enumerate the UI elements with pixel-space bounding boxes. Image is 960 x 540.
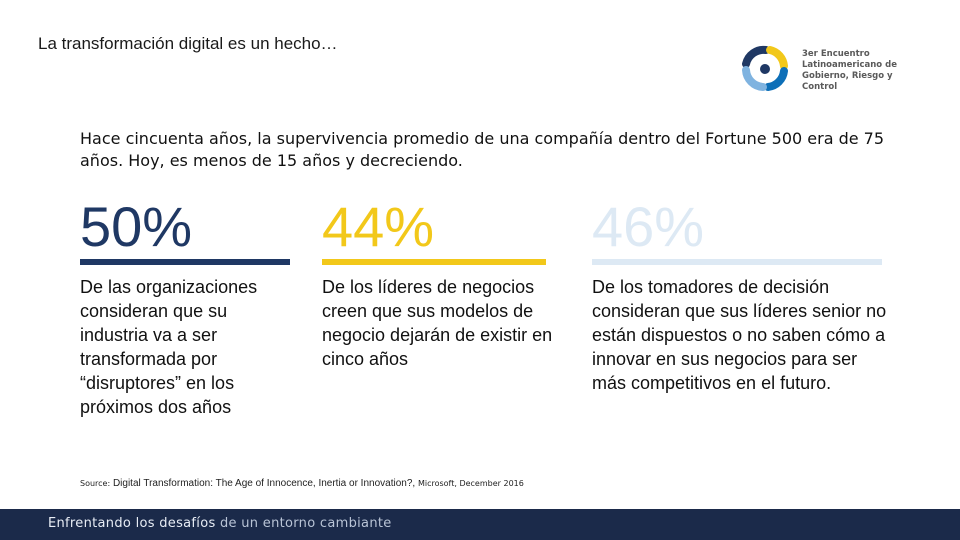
intro-paragraph: Hace cincuenta años, la supervivencia pr… (80, 129, 885, 170)
footer-bar: Enfrentando los desafíos de un entorno c… (0, 509, 960, 540)
stat-value: 46% (592, 195, 705, 258)
stat-underline (322, 259, 546, 265)
logo-line-2: Latinoamericano de (802, 60, 897, 70)
source-tail: Microsoft, December 2016 (417, 479, 524, 488)
stat-value: 44% (322, 195, 435, 258)
stat-description: De las organizaciones consideran que su … (80, 277, 258, 417)
stat-underline (80, 259, 290, 265)
stat-block-2: 44% De los líderes de negocios creen que… (322, 196, 562, 371)
footer-text-bold: Enfrentando los desafíos (48, 516, 216, 531)
event-logo: 3er Encuentro Latinoamericano de Gobiern… (736, 44, 926, 94)
slide-title: La transformación digital es un hecho… (38, 34, 338, 53)
stat-underline (592, 259, 882, 265)
source-text: Digital Transformation: The Age of Innoc… (112, 478, 416, 489)
source-label: Source: (80, 479, 111, 488)
stat-block-1: 50% De las organizaciones consideran que… (80, 196, 290, 419)
stat-description: De los tomadores de decisión consideran … (592, 277, 887, 393)
source-citation: Source: Digital Transformation: The Age … (80, 478, 524, 489)
logo-line-1: 3er Encuentro (802, 49, 870, 59)
logo-line-3: Gobierno, Riesgo y Control (802, 71, 893, 92)
stat-description: De los líderes de negocios creen que sus… (322, 277, 553, 369)
footer-text: Enfrentando los desafíos de un entorno c… (48, 516, 392, 531)
logo-text: 3er Encuentro Latinoamericano de Gobiern… (802, 49, 926, 93)
footer-text-light: de un entorno cambiante (219, 516, 392, 531)
logo-ring-icon (742, 45, 788, 91)
stat-value: 50% (80, 195, 193, 258)
stat-block-3: 46% De los tomadores de decisión conside… (592, 196, 892, 395)
